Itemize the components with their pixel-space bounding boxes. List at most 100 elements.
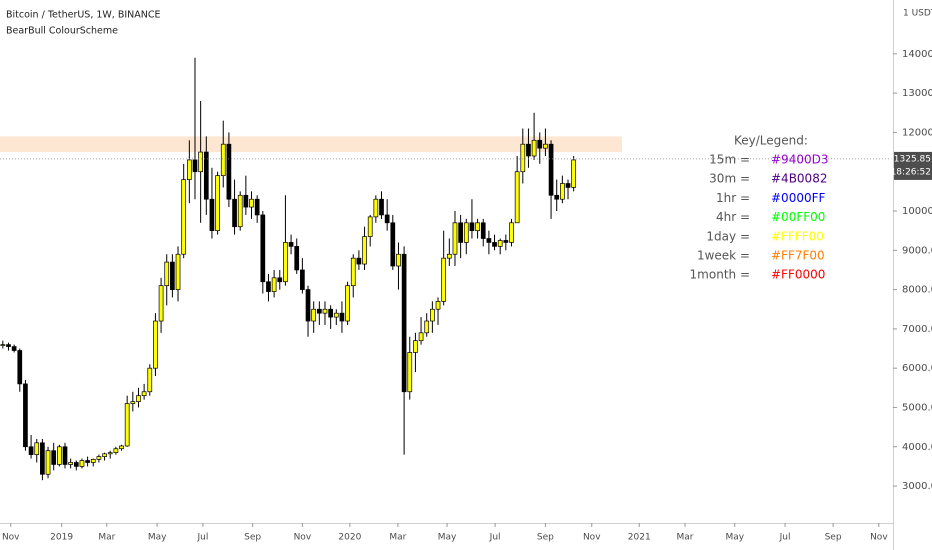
candle-body [441,257,447,302]
candle-body [79,460,85,467]
y-tick-label: 9000.00 [902,245,932,256]
candle-body [192,159,198,173]
candle-body [130,401,136,404]
candle-body [164,261,170,287]
candle-body [401,253,407,393]
x-tick-label: Nov [294,533,312,543]
x-tick-label: Jul [779,533,791,543]
candle-body [339,312,345,322]
legend-label: 30m = [709,172,750,186]
unit-label[interactable]: 1 USDT [903,9,932,19]
candle-body [424,320,430,334]
candle-body [514,171,520,224]
candle-body [396,253,401,267]
candle-body [418,332,424,342]
x-tick-label: Mar [98,533,115,543]
candle-body [260,214,266,283]
legend-label: 4hr = [716,210,750,224]
candle-body [316,308,322,314]
x-tick-label: Jul [489,533,501,543]
y-tick-label: 4000.00 [902,442,932,453]
candle-body [362,236,367,265]
last-price-label: 11325.85 [888,154,931,164]
countdown-label: 18:26:52 [891,167,931,177]
candle-body [277,277,283,283]
candle-body [68,462,73,465]
plot-area [0,57,893,481]
x-tick-label: 2019 [50,533,73,543]
candle-body [379,198,384,216]
candle-body [124,403,130,447]
legend-color: #9400D3 [771,153,828,167]
candle-body [226,143,232,200]
legend-color: #FF7F00 [771,249,825,263]
candle-body [6,344,11,347]
candle-body [62,446,68,465]
candle-body [480,222,486,239]
candle-body [96,456,102,460]
candle-body [153,320,158,369]
candle-body [28,446,34,455]
candle-body [560,183,565,200]
candle-body [243,194,249,208]
candle-body [254,198,260,216]
x-tick-label: May [148,533,167,543]
last-price-box [894,151,932,180]
x-tick-label: Nov [2,533,20,543]
candle-body [407,352,413,393]
x-tick-label: 2020 [338,533,361,543]
legend-color: #4B0082 [771,172,827,186]
legend-color: #FFFF00 [771,229,824,243]
legend-label: 1day = [706,229,750,243]
legend-label: 15m = [709,153,750,167]
candle-body [186,159,192,180]
candle-body [526,143,531,157]
x-tick-label: May [438,533,457,543]
candle-body [0,344,6,346]
candle-body [56,446,62,465]
legend-label: 1week = [697,249,750,263]
legend-color: #00FF00 [771,210,825,224]
x-tick-label: Nov [870,533,888,543]
candle-body [232,198,237,228]
candle-body [266,281,271,292]
candle-body [373,198,379,218]
candle-body [350,257,356,287]
candle-body [237,194,243,228]
candle-body [497,240,503,247]
candle-body [51,450,57,465]
candle-body [486,238,492,243]
candle-body [11,346,17,351]
x-tick-label: Nov [583,533,601,543]
candle-body [571,159,577,188]
x-tick-label: Mar [677,533,694,543]
candle-body [475,222,480,232]
candle-body [23,383,28,448]
candle-body [520,143,526,173]
candle-body [249,198,254,208]
legend-title: Key/Legend: [734,134,808,148]
y-tick-label: 7000.00 [902,324,932,335]
candle-body [384,214,390,224]
candle-body [271,277,277,292]
y-tick-label: 10000.00 [902,206,932,217]
candle-body [322,308,328,314]
candle-body [141,391,147,397]
candle-body [294,246,300,271]
x-tick-label: Jul [196,533,208,543]
candle-body [554,194,560,200]
candle-body [390,222,396,267]
y-tick-label: 3000.00 [902,481,932,492]
candle-body [215,175,220,232]
candle-body [158,285,164,322]
y-tick-label: 12000.00 [902,127,932,138]
candle-body [543,143,548,149]
chart-title: Bitcoin / TetherUS, 1W, BINANCE [6,10,161,21]
candle-body [446,253,452,259]
candle-body [198,151,203,173]
candle-body [458,222,463,243]
candle-body [333,312,339,318]
